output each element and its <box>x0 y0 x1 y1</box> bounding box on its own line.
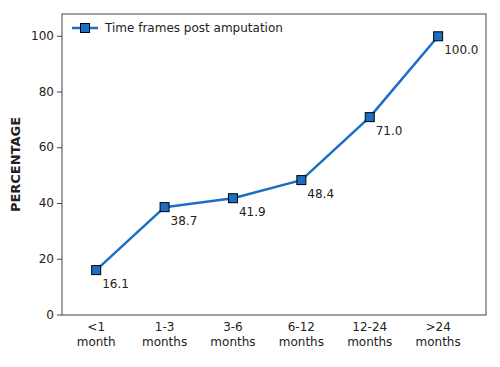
point-marker <box>92 266 101 275</box>
x-tick-label: 12-24months <box>347 320 392 349</box>
x-tick-label: 6-12months <box>279 320 324 349</box>
legend: Time frames post amputation <box>72 21 283 35</box>
y-tick <box>57 92 62 93</box>
y-tick-label: 80 <box>39 85 54 99</box>
x-tick-label: 1-3months <box>142 320 187 349</box>
x-tick-label: >24months <box>416 320 461 349</box>
data-label: 48.4 <box>307 187 334 201</box>
y-tick-label: 40 <box>39 196 54 210</box>
legend-marker <box>81 24 90 33</box>
y-tick-label: 60 <box>39 140 54 154</box>
legend-label: Time frames post amputation <box>104 21 283 35</box>
point-marker <box>297 176 306 185</box>
y-tick-label: 20 <box>39 252 54 266</box>
series-line <box>96 36 438 270</box>
y-tick-label: 100 <box>31 29 54 43</box>
y-tick <box>57 259 62 260</box>
point-marker <box>365 113 374 122</box>
point-marker <box>434 32 443 41</box>
data-label: 41.9 <box>239 205 266 219</box>
x-tick-label: 3-6months <box>210 320 255 349</box>
data-label: 71.0 <box>376 124 403 138</box>
data-label: 38.7 <box>171 214 198 228</box>
point-marker <box>228 194 237 203</box>
chart: 0 20 40 60 80 100 <1month 1-3months 3-6months 6-1… <box>0 0 500 367</box>
y-tick <box>57 203 62 204</box>
point-marker <box>160 203 169 212</box>
data-labels: 16.1 38.7 41.9 48.4 71.0 100.0 <box>102 43 478 291</box>
x-tick-label: <1month <box>77 320 116 349</box>
chart-container: 0 20 40 60 80 100 <1month 1-3months 3-6months 6-1… <box>0 0 500 367</box>
y-tick <box>57 315 62 316</box>
y-tick <box>57 36 62 37</box>
y-axis-label: PERCENTAGE <box>8 117 23 212</box>
y-tick <box>57 147 62 148</box>
data-group <box>92 32 443 275</box>
data-label: 16.1 <box>102 277 129 291</box>
data-label: 100.0 <box>444 43 478 57</box>
plot-frame <box>62 14 486 315</box>
y-tick-label: 0 <box>46 308 54 322</box>
